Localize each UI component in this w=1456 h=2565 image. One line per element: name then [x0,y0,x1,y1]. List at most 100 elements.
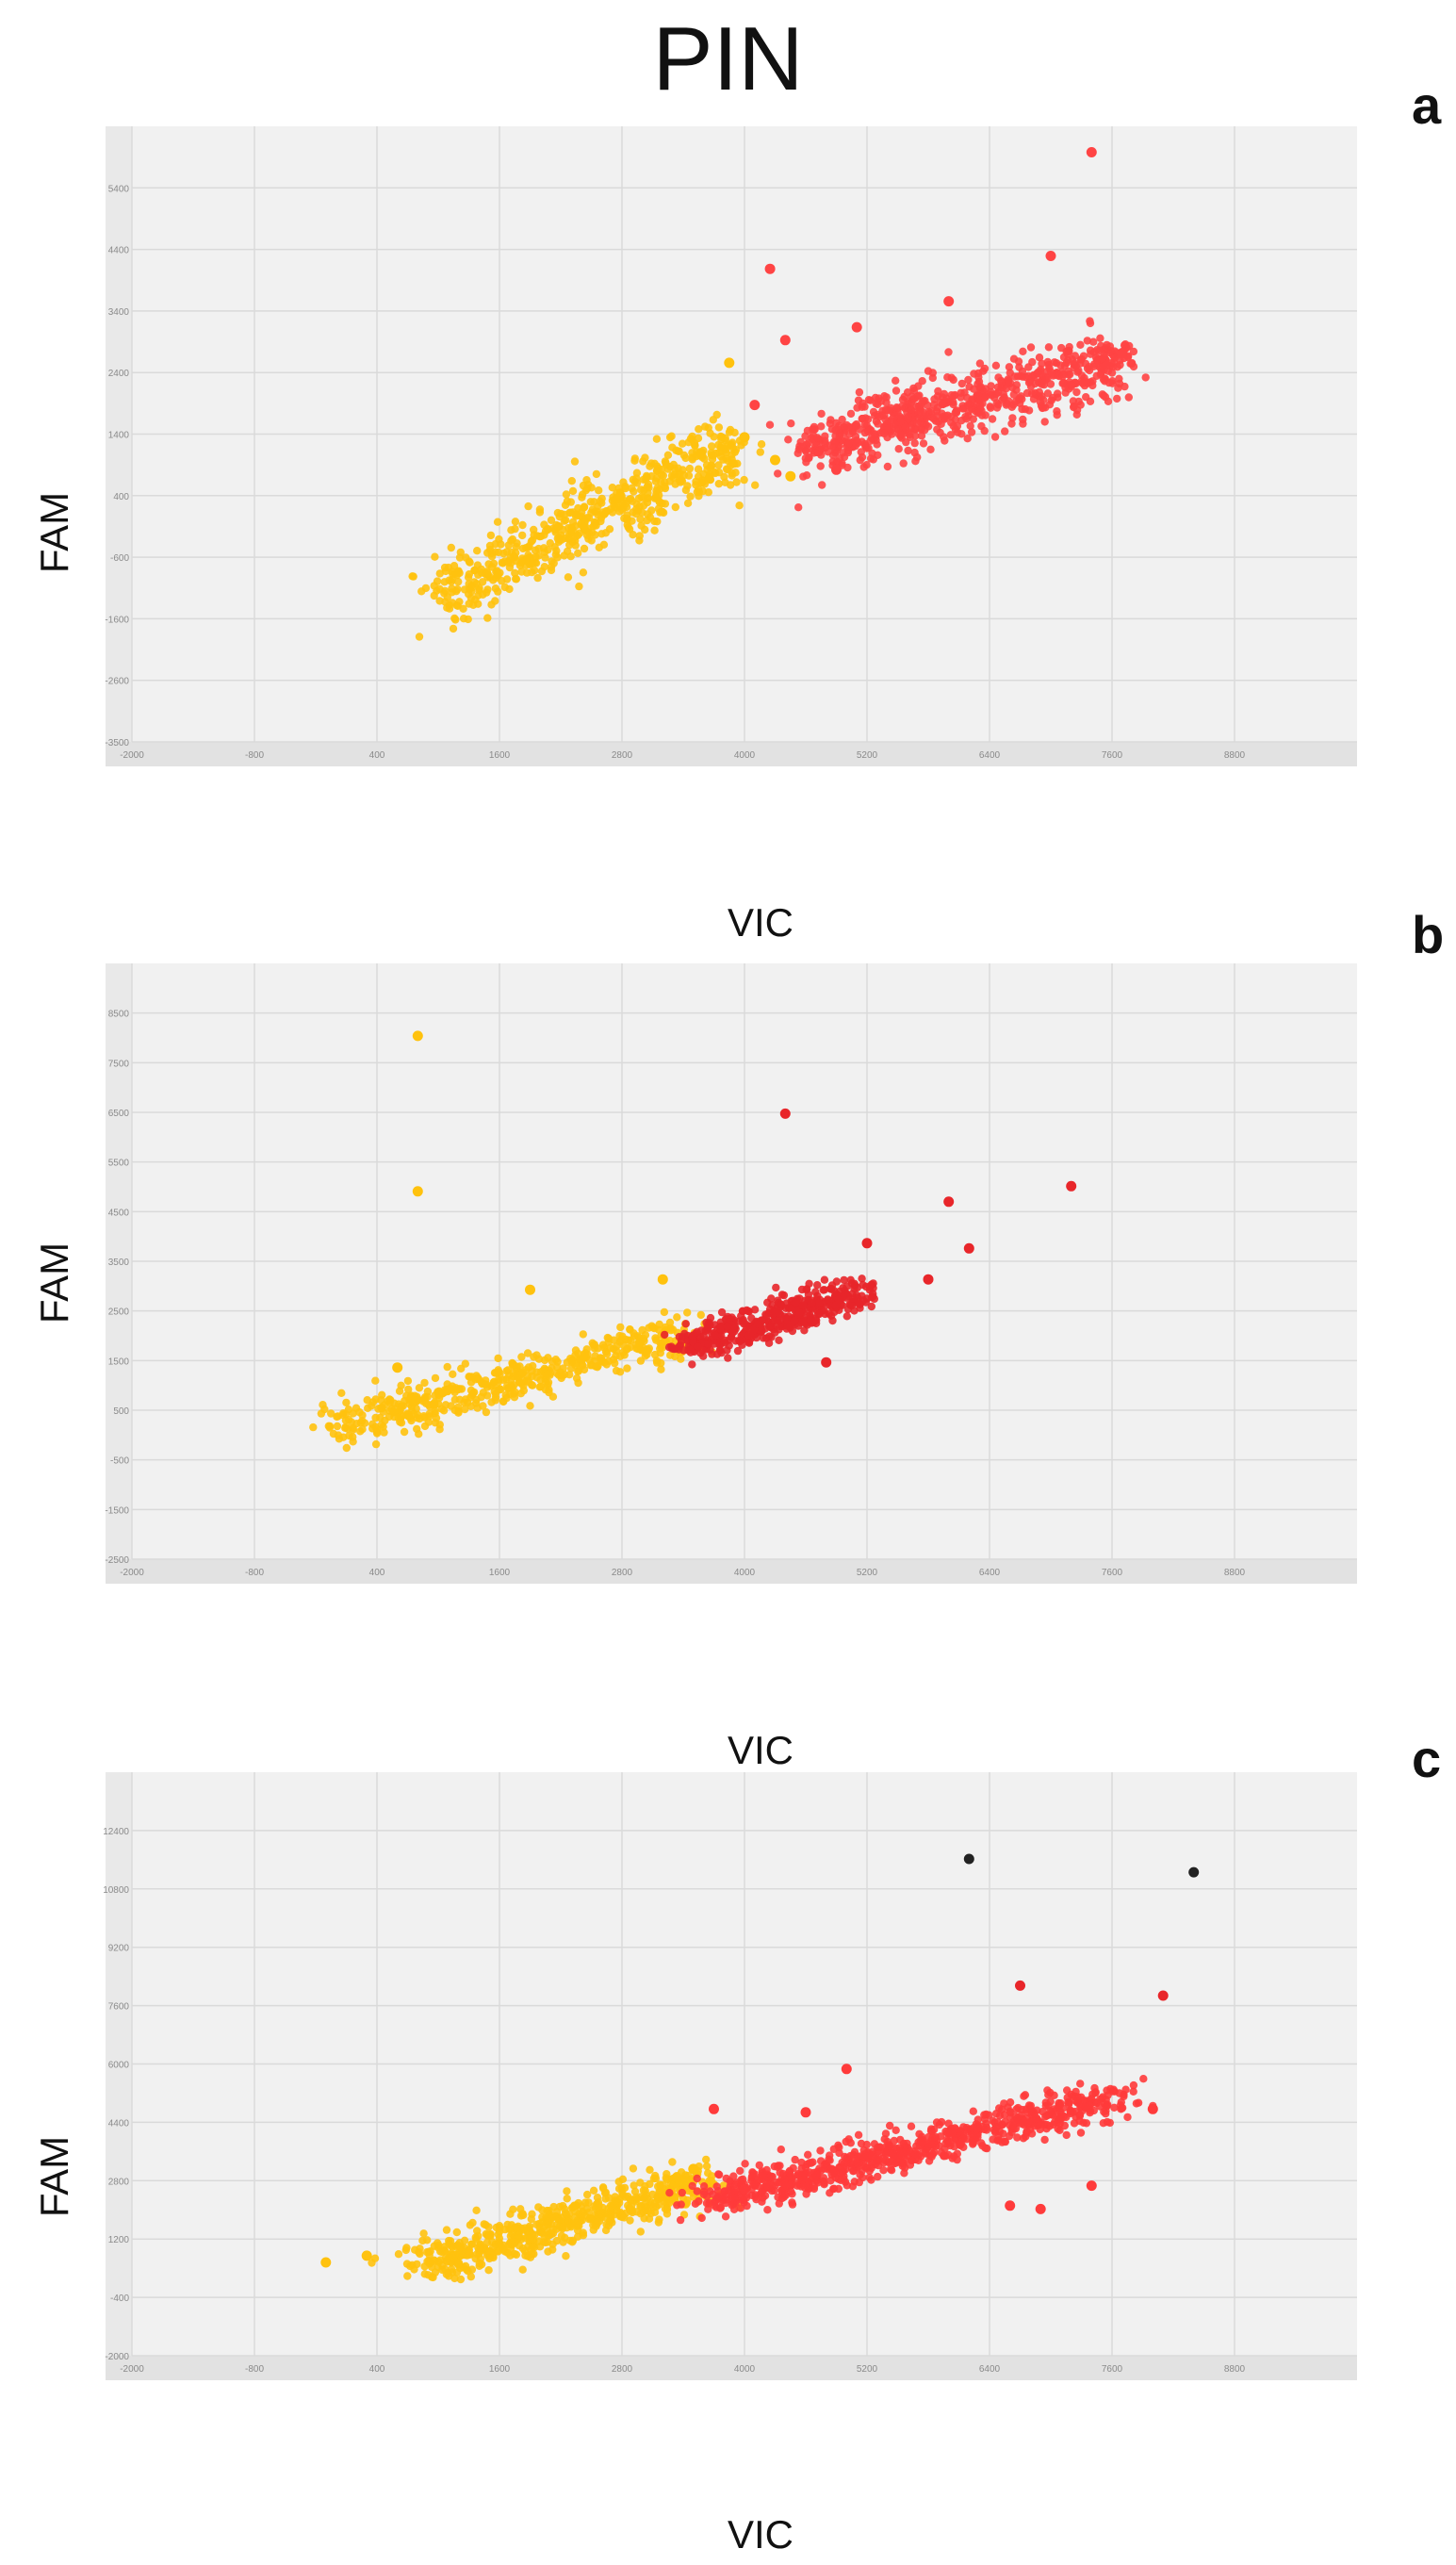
data-point [776,2162,784,2170]
data-point [602,1350,612,1358]
data-point [941,412,950,420]
data-point [967,428,976,436]
data-point [784,436,793,444]
data-point [494,548,503,557]
data-point [957,388,965,397]
data-point [986,403,994,411]
data-point [1055,2107,1065,2115]
data-point [512,574,520,584]
data-point [636,2228,645,2236]
data-point [358,1425,367,1434]
data-point [775,1336,783,1345]
data-point [735,501,744,510]
y-tick-label: 3400 [108,307,130,318]
x-tick-label: 400 [369,750,385,761]
data-point [854,2130,863,2139]
data-point-outlier [963,1242,974,1254]
data-point [1129,2080,1138,2090]
data-point [562,490,571,499]
data-point [447,543,455,552]
data-point [1055,2100,1065,2110]
data-point-outlier [1015,1980,1025,1991]
data-point [646,2179,654,2189]
x-tick-label: 400 [369,1568,385,1578]
data-point [803,426,812,436]
data-point [644,510,652,518]
data-point [831,419,841,427]
data-point [1089,337,1098,346]
data-point [511,524,519,534]
data-point-outlier [412,1186,423,1197]
data-point [702,461,712,469]
data-point [859,1296,868,1305]
data-point [551,1356,560,1364]
data-point [762,1311,771,1320]
x-tick-label: 2800 [612,1568,633,1578]
y-tick-label: -500 [110,1456,129,1467]
data-point [978,2142,987,2150]
data-point [349,1438,357,1446]
data-point [907,2122,916,2130]
data-point [415,1384,424,1392]
data-point [429,2273,437,2282]
data-point [832,1277,841,1286]
data-point [657,1365,665,1373]
data-point [1139,2075,1148,2083]
data-point [495,2228,504,2236]
data-point [888,414,897,422]
data-point [1116,360,1124,370]
data-point [993,383,1003,391]
y-tick-label: 400 [113,492,129,502]
data-point [896,2135,905,2145]
data-point [447,577,456,586]
data-point [843,1312,851,1321]
data-point [714,2170,723,2179]
data-point [486,531,496,540]
data-point [787,419,795,428]
data-point [376,1413,384,1422]
data-point [750,1306,760,1314]
data-point [1058,372,1067,381]
data-point [681,485,691,495]
data-point [517,1353,526,1361]
data-point [1038,359,1046,368]
data-point [503,1366,513,1374]
data-point [794,503,803,512]
data-point [566,1364,576,1373]
data-point [588,505,597,514]
data-point [1060,361,1070,370]
data-point [597,2209,605,2217]
data-point-outlier [943,296,955,307]
data-point [924,367,933,375]
data-point [772,1283,780,1292]
data-point [678,439,687,448]
data-point [820,1275,829,1284]
data-point [750,2170,759,2179]
data-point [521,555,530,564]
data-point [455,553,465,562]
data-point [855,387,864,397]
data-point [438,1389,447,1398]
data-point [581,1353,591,1362]
data-point [947,419,956,427]
data-point [846,2139,855,2147]
data-point [499,1397,508,1406]
data-point [341,1423,350,1433]
data-point [1102,2110,1110,2118]
data-point [892,403,901,412]
data-point [757,440,766,449]
data-point-outlier [1005,2200,1016,2211]
data-point [640,2201,648,2210]
data-point [763,2206,772,2214]
data-point [829,2145,838,2153]
data-point [696,1310,705,1320]
y-tick-label: 2800 [108,2177,130,2187]
data-point [630,2181,638,2190]
data-point [603,1333,612,1342]
data-point [1040,2135,1049,2145]
data-point [969,2107,978,2115]
data-point [563,497,572,505]
data-point-outlier [1066,1180,1077,1192]
data-point [683,2195,692,2205]
data-point [685,2176,695,2184]
